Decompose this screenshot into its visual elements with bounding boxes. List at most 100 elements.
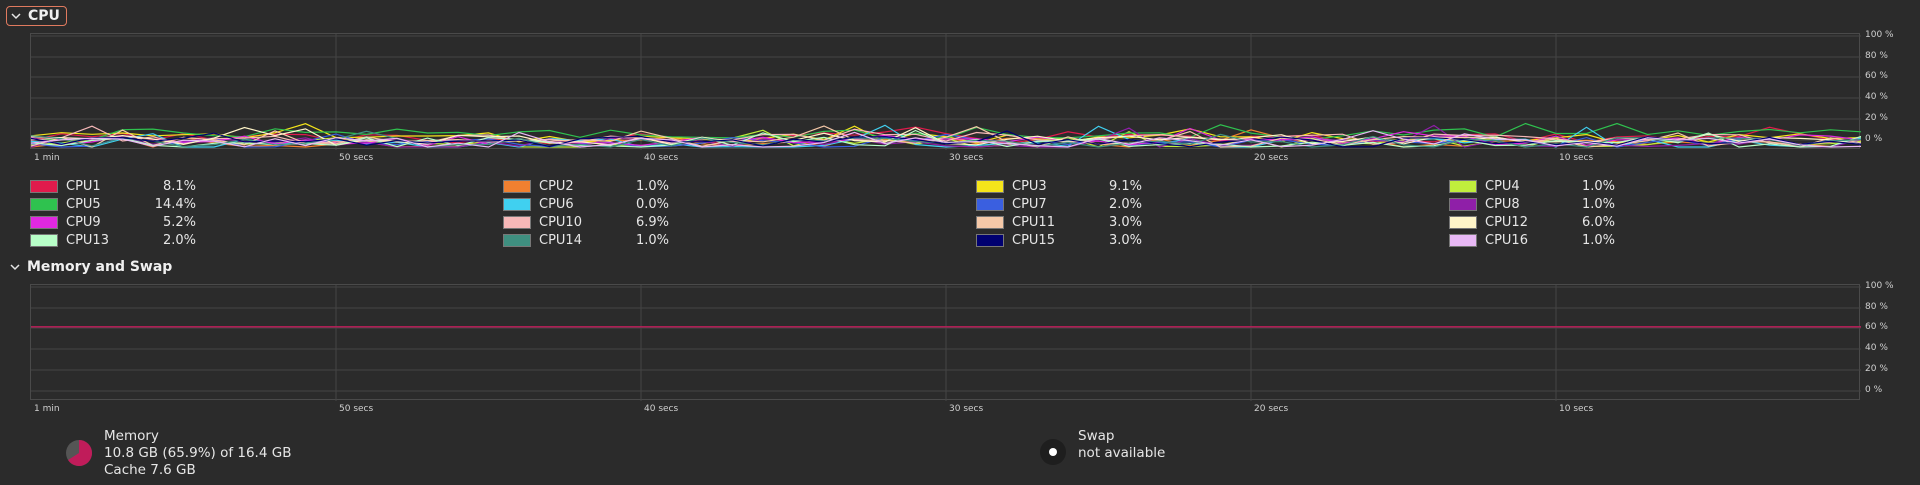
x-tick-label: 40 secs [644, 153, 679, 163]
y-tick-label: 0 % [1865, 385, 1883, 395]
legend-value: 9.1% [1108, 178, 1142, 194]
y-tick-label: 60 % [1865, 322, 1888, 332]
legend-value: 1.0% [1581, 232, 1615, 248]
color-swatch[interactable] [1449, 197, 1477, 211]
x-tick-label: 30 secs [949, 153, 984, 163]
cpu-series-line-cpu16 [31, 130, 1861, 148]
color-swatch[interactable] [976, 197, 1004, 211]
legend-item-cpu14: CPU14 1.0% [503, 231, 976, 249]
cpu-series-line-cpu15 [31, 130, 1861, 148]
legend-item-cpu16: CPU16 1.0% [1449, 231, 1920, 249]
memory-usage: 10.8 GB (65.9%) of 16.4 GB [104, 445, 292, 461]
legend-value: 3.0% [1108, 232, 1142, 248]
cpu-section-title: CPU [28, 8, 60, 24]
legend-item-cpu1: CPU1 8.1% [30, 177, 503, 195]
legend-item-cpu13: CPU13 2.0% [30, 231, 503, 249]
legend-value: 6.0% [1581, 214, 1615, 230]
legend-name: CPU14 [539, 232, 582, 248]
y-tick-label: 0 % [1865, 134, 1883, 144]
cpu-history-graph [30, 33, 1861, 150]
x-tick-label: 1 min [34, 404, 60, 414]
memory-section-title: Memory and Swap [27, 259, 173, 275]
color-swatch[interactable] [1449, 179, 1477, 193]
legend-name: CPU12 [1485, 214, 1528, 230]
memory-graph-canvas [31, 285, 1861, 401]
color-swatch[interactable] [30, 179, 58, 193]
color-swatch[interactable] [1449, 233, 1477, 247]
legend-item-cpu9: CPU9 5.2% [30, 213, 503, 231]
x-tick-label: 50 secs [339, 153, 374, 163]
cpu-section-header[interactable]: CPU [6, 6, 67, 26]
color-swatch[interactable] [30, 233, 58, 247]
swap-status: not available [1078, 445, 1166, 461]
cpu-graph-canvas [31, 34, 1861, 150]
x-tick-label: 20 secs [1254, 404, 1289, 414]
legend-value: 8.1% [162, 178, 196, 194]
swap-info: Swap not available [1038, 428, 1165, 467]
x-tick-label: 30 secs [949, 404, 984, 414]
legend-name: CPU2 [539, 178, 574, 194]
x-tick-label: 50 secs [339, 404, 374, 414]
cpu-legend: CPU1 8.1% CPU2 1.0% CPU3 9.1% CPU4 1.0% CPU5 14.4… [30, 177, 1890, 249]
color-swatch[interactable] [976, 233, 1004, 247]
chevron-down-icon [11, 13, 21, 20]
y-tick-label: 80 % [1865, 51, 1888, 61]
color-swatch[interactable] [503, 197, 531, 211]
legend-value: 14.4% [154, 196, 196, 212]
legend-item-cpu8: CPU8 1.0% [1449, 195, 1920, 213]
legend-item-cpu4: CPU4 1.0% [1449, 177, 1920, 195]
legend-name: CPU5 [66, 196, 101, 212]
color-swatch[interactable] [976, 179, 1004, 193]
legend-name: CPU7 [1012, 196, 1047, 212]
legend-name: CPU10 [539, 214, 582, 230]
memory-section-header[interactable]: Memory and Swap [6, 259, 175, 275]
swap-label: Swap [1078, 428, 1115, 444]
memory-label: Memory [104, 428, 159, 444]
legend-value: 2.0% [1108, 196, 1142, 212]
legend-item-cpu5: CPU5 14.4% [30, 195, 503, 213]
x-tick-label: 1 min [34, 153, 60, 163]
legend-item-cpu3: CPU3 9.1% [976, 177, 1449, 195]
legend-item-cpu10: CPU10 6.9% [503, 213, 976, 231]
legend-value: 1.0% [635, 178, 669, 194]
legend-name: CPU16 [1485, 232, 1528, 248]
legend-item-cpu7: CPU7 2.0% [976, 195, 1449, 213]
legend-name: CPU1 [66, 178, 101, 194]
memory-history-graph [30, 284, 1861, 401]
x-tick-label: 10 secs [1559, 153, 1594, 163]
legend-name: CPU3 [1012, 178, 1047, 194]
color-swatch[interactable] [503, 215, 531, 229]
color-swatch[interactable] [976, 215, 1004, 229]
legend-value: 1.0% [1581, 196, 1615, 212]
color-swatch[interactable] [503, 179, 531, 193]
y-tick-label: 100 % [1865, 30, 1894, 40]
chevron-down-icon [10, 264, 20, 271]
color-swatch[interactable] [503, 233, 531, 247]
legend-name: CPU15 [1012, 232, 1055, 248]
memory-cache: Cache 7.6 GB [104, 462, 196, 478]
legend-name: CPU6 [539, 196, 574, 212]
y-tick-label: 40 % [1865, 92, 1888, 102]
color-swatch[interactable] [30, 197, 58, 211]
cpu-series-line-cpu6 [31, 124, 1861, 148]
legend-item-cpu2: CPU2 1.0% [503, 177, 976, 195]
color-swatch[interactable] [30, 215, 58, 229]
legend-value: 6.9% [635, 214, 669, 230]
x-tick-label: 40 secs [644, 404, 679, 414]
y-tick-label: 20 % [1865, 364, 1888, 374]
legend-item-cpu15: CPU15 3.0% [976, 231, 1449, 249]
legend-name: CPU11 [1012, 214, 1055, 230]
color-swatch[interactable] [1449, 215, 1477, 229]
legend-value: 0.0% [635, 196, 669, 212]
legend-item-cpu6: CPU6 0.0% [503, 195, 976, 213]
y-tick-label: 80 % [1865, 302, 1888, 312]
legend-value: 2.0% [162, 232, 196, 248]
legend-value: 5.2% [162, 214, 196, 230]
legend-value: 3.0% [1108, 214, 1142, 230]
y-tick-label: 60 % [1865, 71, 1888, 81]
legend-name: CPU13 [66, 232, 109, 248]
legend-value: 1.0% [1581, 178, 1615, 194]
y-tick-label: 40 % [1865, 343, 1888, 353]
legend-name: CPU9 [66, 214, 101, 230]
x-tick-label: 20 secs [1254, 153, 1289, 163]
